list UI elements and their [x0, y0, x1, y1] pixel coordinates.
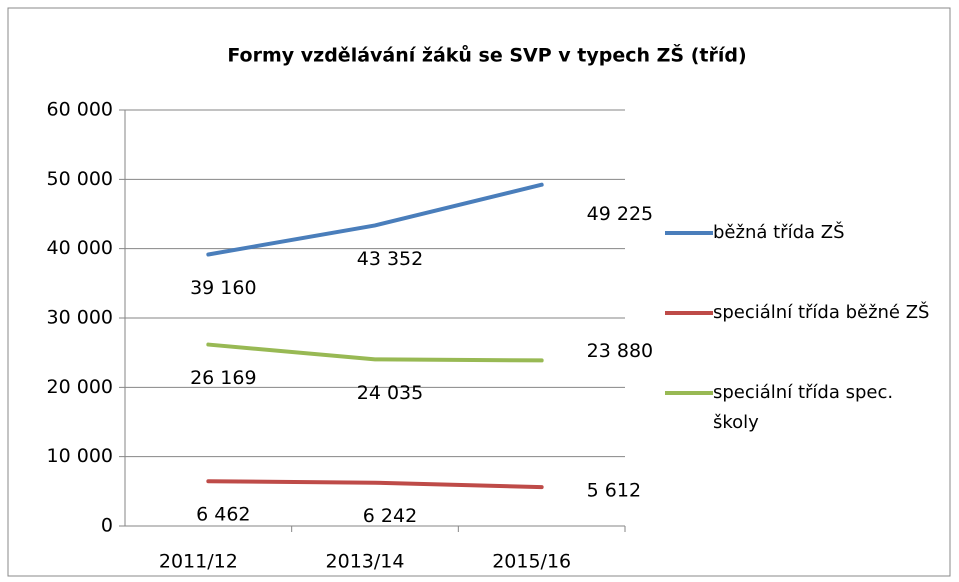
y-tick-label: 60 000: [47, 99, 113, 121]
legend-swatch: [665, 231, 713, 235]
legend-swatch: [665, 391, 713, 395]
x-tick-label: 2013/14: [326, 551, 405, 573]
y-tick-label: 0: [101, 515, 113, 537]
y-tick-label: 20 000: [47, 376, 113, 398]
y-tick-label: 10 000: [47, 445, 113, 467]
y-tick-label: 50 000: [47, 168, 113, 190]
legend-item: speciální třída spec. školy: [665, 378, 955, 438]
data-label: 24 035: [357, 382, 423, 404]
line-series: [206, 342, 544, 363]
data-label: 23 880: [587, 340, 653, 362]
data-label: 43 352: [357, 248, 423, 270]
y-tick-label: 30 000: [47, 307, 113, 329]
data-label: 6 242: [363, 505, 417, 527]
x-tick-label: 2015/16: [492, 551, 571, 573]
line-series: [206, 479, 544, 490]
legend-label: speciální třída spec. školy: [713, 382, 894, 433]
chart-title: Formy vzdělávání žáků se SVP v typech ZŠ…: [227, 43, 746, 67]
legend-label: speciální třída běžné ZŠ: [713, 302, 930, 323]
data-label: 49 225: [587, 203, 653, 225]
legend-swatch: [665, 311, 713, 315]
data-label: 5 612: [587, 480, 641, 502]
y-tick-label: 40 000: [47, 237, 113, 259]
legend-item: speciální třída běžné ZŠ: [665, 298, 955, 328]
data-label: 26 169: [190, 367, 256, 389]
line-series: [206, 182, 544, 257]
chart-frame: [7, 7, 951, 577]
legend-label: běžná třída ZŠ: [713, 222, 845, 243]
legend-item: běžná třída ZŠ: [665, 218, 955, 248]
x-tick-label: 2011/12: [159, 551, 238, 573]
data-label: 6 462: [196, 504, 250, 526]
data-label: 39 160: [190, 277, 256, 299]
